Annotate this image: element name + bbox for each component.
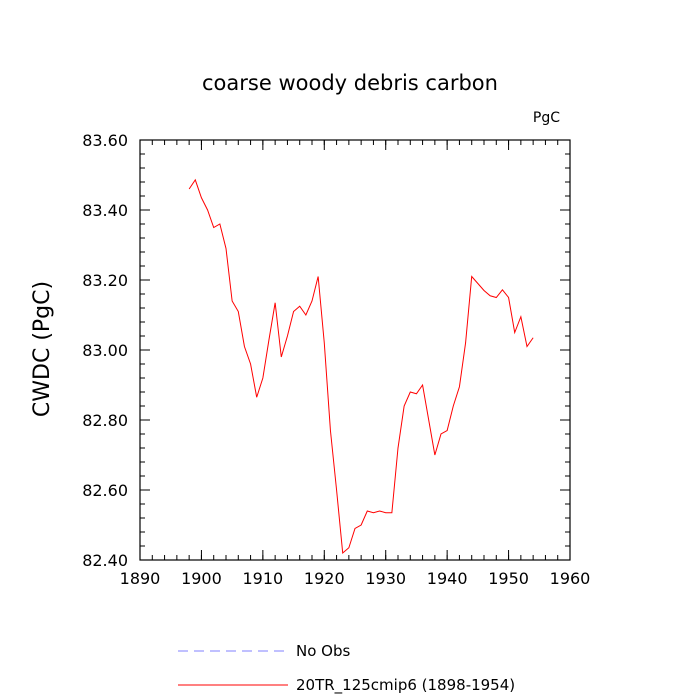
y-tick-label: 83.40 xyxy=(82,201,128,220)
series-layer xyxy=(188,178,534,555)
x-tick-label: 1950 xyxy=(488,569,529,588)
x-tick-label: 1940 xyxy=(427,569,468,588)
legend-label: No Obs xyxy=(296,642,350,660)
y-tick-label: 83.00 xyxy=(82,341,128,360)
x-tick-label: 1960 xyxy=(550,569,591,588)
legend-label: 20TR_125cmip6 (1898-1954) xyxy=(296,676,515,695)
series-line xyxy=(188,178,534,555)
y-tick-label: 83.60 xyxy=(82,131,128,150)
legend: No Obs 20TR_125cmip6 (1898-1954) xyxy=(178,642,515,695)
x-tick-label: 1920 xyxy=(304,569,345,588)
chart-title: coarse woody debris carbon xyxy=(202,71,498,95)
y-tick-label: 82.60 xyxy=(82,481,128,500)
units-label: PgC xyxy=(533,110,560,126)
y-tick-label: 83.20 xyxy=(82,271,128,290)
x-tick-label: 1910 xyxy=(242,569,283,588)
y-tick-label: 82.80 xyxy=(82,411,128,430)
x-tick-label: 1900 xyxy=(181,569,222,588)
y-axis-label: CWDC (PgC) xyxy=(30,281,55,417)
y-tick-label: 82.40 xyxy=(82,551,128,570)
x-tick-label: 1930 xyxy=(365,569,406,588)
axis-tick-labels: 1890 1900 1910 1920 1930 1940 1950 1960 82.40 82.… xyxy=(82,131,590,588)
axis-ticks xyxy=(139,139,571,561)
x-tick-label: 1890 xyxy=(120,569,161,588)
